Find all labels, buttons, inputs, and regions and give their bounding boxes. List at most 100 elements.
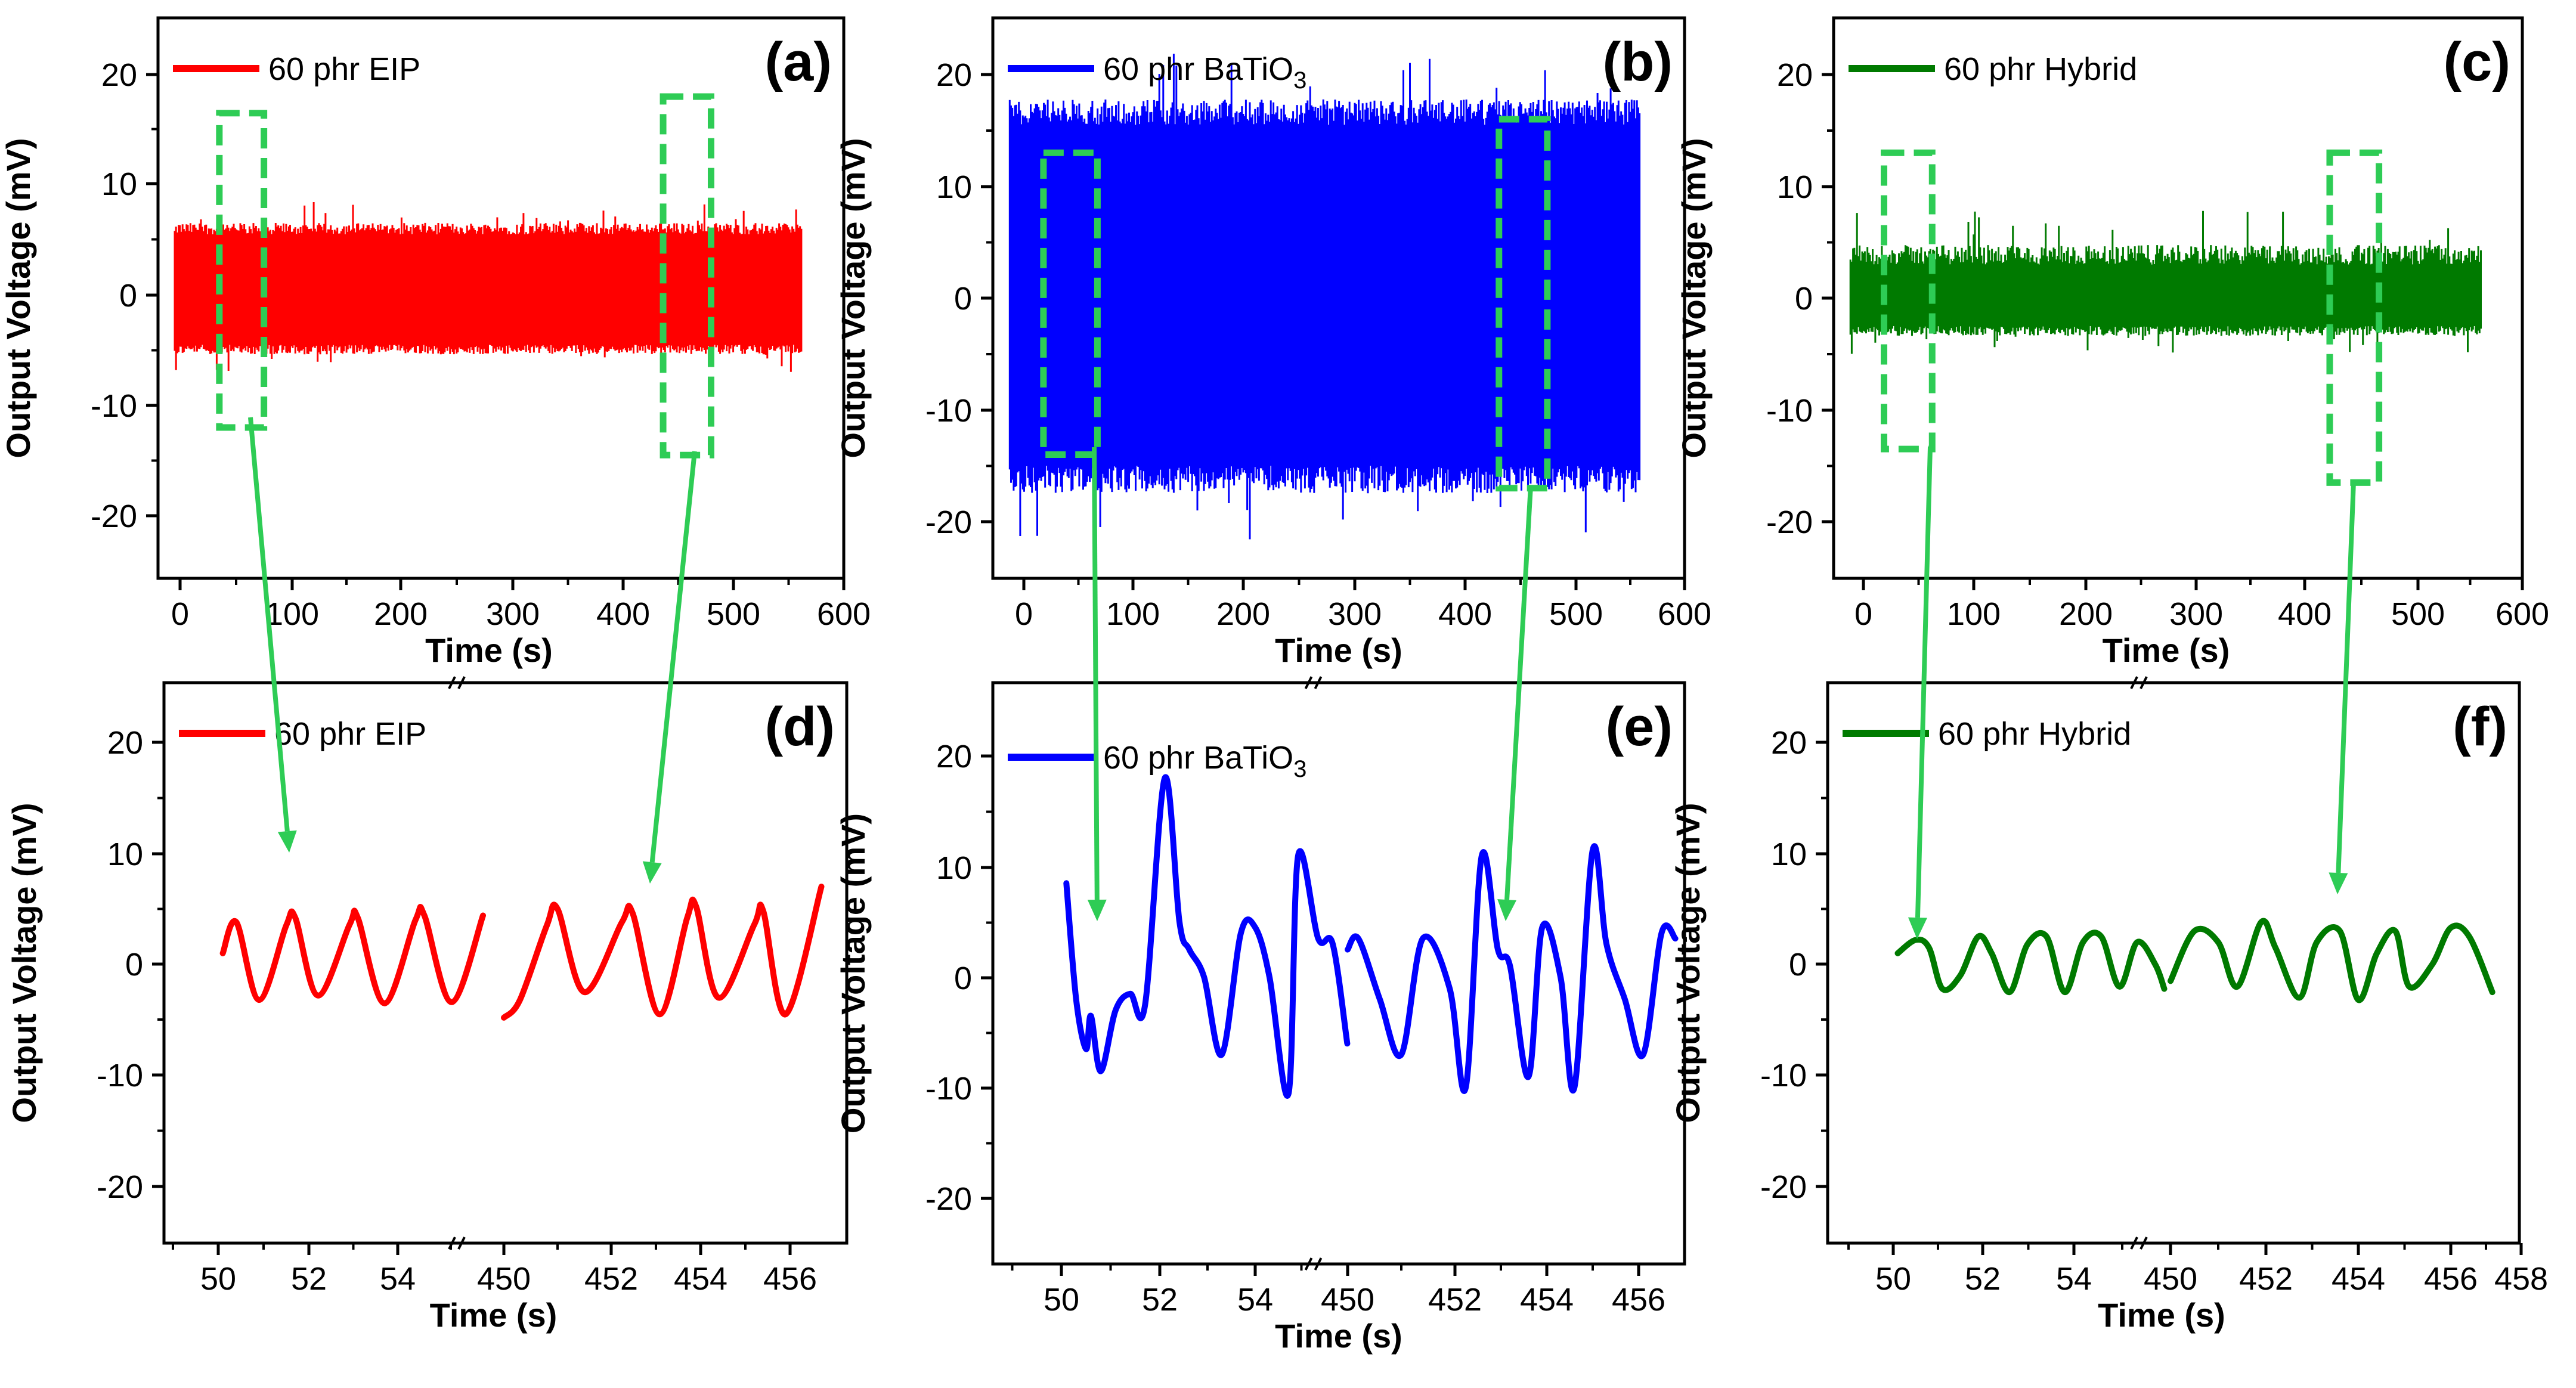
y-tick-label: -20 xyxy=(925,1181,972,1217)
panel-f: 50 52 54 450 452 454 456 458 -20 -10 0 10 20 Time (s)… xyxy=(1669,676,2548,1334)
panel-label: (b) xyxy=(1603,32,1673,92)
x-axis-title: Time (s) xyxy=(1275,631,1402,669)
x-tick-label: 456 xyxy=(763,1261,817,1297)
x-tick-label: 200 xyxy=(2059,596,2113,632)
y-tick-label: 0 xyxy=(954,281,972,317)
y-tick-label: 20 xyxy=(1771,725,1807,761)
y-tick-label: 20 xyxy=(107,725,143,761)
x-tick-label: 454 xyxy=(2332,1261,2385,1297)
y-tick-label: 0 xyxy=(1789,947,1807,983)
x-tick-label: 600 xyxy=(2496,596,2549,632)
connector-arrow-line xyxy=(248,417,290,832)
plot-frame xyxy=(991,681,1686,1266)
x-tick-label: 450 xyxy=(2144,1261,2197,1297)
connector-arrows xyxy=(248,417,2356,939)
x-tick-label: 0 xyxy=(171,596,189,632)
y-tick-label: -20 xyxy=(1760,1169,1807,1205)
x-tick-label: 500 xyxy=(2391,596,2445,632)
x-tick-label: 0 xyxy=(1015,596,1033,632)
connector-arrow-head xyxy=(1908,917,1927,939)
x-tick-label: 456 xyxy=(1612,1282,1665,1318)
x-tick-label: 52 xyxy=(1142,1282,1178,1318)
panel-e: 50 52 54 450 452 454 456 -20 -10 0 10 20 Time (s) Out… xyxy=(834,676,1686,1355)
x-tick-label: 452 xyxy=(584,1261,638,1297)
x-tick-label: 52 xyxy=(291,1261,327,1297)
y-tick-label: -10 xyxy=(91,388,137,424)
panel-a: 0 100 200 300 400 500 600 -20 -10 0 10 20 Time (s) Ou… xyxy=(0,16,871,669)
x-tick-label: 450 xyxy=(477,1261,531,1297)
x-tick-label: 450 xyxy=(1321,1282,1374,1318)
legend-label: 60 phr BaTiO3 xyxy=(1103,51,1306,94)
x-tick-label: 200 xyxy=(1216,596,1270,632)
y-tick-label: 20 xyxy=(1777,57,1813,93)
x-tick-label: 50 xyxy=(1044,1282,1079,1318)
y-tick-label: -10 xyxy=(925,393,972,429)
connector-arrow-head xyxy=(642,861,662,884)
x-tick-label: 100 xyxy=(265,596,319,632)
x-tick-label: 100 xyxy=(1106,596,1160,632)
legend-label: 60 phr EIP xyxy=(274,716,426,752)
highlight-box-1 xyxy=(1881,149,1936,453)
x-tick-label: 300 xyxy=(1328,596,1382,632)
x-tick-label: 54 xyxy=(380,1261,416,1297)
y-tick-label: 20 xyxy=(936,739,972,774)
y-tick-label: -10 xyxy=(97,1058,143,1093)
connector-arrow-head xyxy=(1497,899,1517,921)
x-axis-title: Time (s) xyxy=(2098,1296,2225,1334)
x-axis-title: Time (s) xyxy=(425,631,553,669)
panel-label: (d) xyxy=(765,696,835,757)
y-axis-title: Output Voltage (mV) xyxy=(834,813,872,1133)
connector-arrow-line xyxy=(1092,447,1100,900)
x-tick-label: 454 xyxy=(1520,1282,1574,1318)
y-tick-label: 0 xyxy=(125,947,143,983)
signal-segment-2 xyxy=(501,884,825,1021)
signal-segment-1 xyxy=(1894,930,2168,996)
x-axis-title: Time (s) xyxy=(430,1296,558,1334)
connector-arrow-head xyxy=(1087,899,1107,921)
panel-label: (e) xyxy=(1606,696,1673,757)
legend-label-subscript: 3 xyxy=(1293,67,1306,94)
x-tick-label: 500 xyxy=(1549,596,1603,632)
y-axis-title: Output Voltage (mV) xyxy=(5,803,43,1123)
x-tick-label: 600 xyxy=(817,596,871,632)
y-tick-label: 10 xyxy=(1777,169,1813,205)
connector-arrow-line xyxy=(1504,485,1533,900)
panel-label: (a) xyxy=(765,32,832,92)
legend-label: 60 phr BaTiO3 xyxy=(1103,740,1306,782)
x-tick-label: 50 xyxy=(200,1261,236,1297)
legend-label: 60 phr Hybrid xyxy=(1938,716,2131,752)
signal-segment-2 xyxy=(1345,843,1679,1094)
connector-arrow-line xyxy=(2336,481,2356,873)
x-tick-label: 300 xyxy=(2169,596,2223,632)
legend-label: 60 phr Hybrid xyxy=(1944,51,2137,87)
x-tick-label: 300 xyxy=(486,596,540,632)
y-axis-title: Output Voltage (mV) xyxy=(1675,138,1713,458)
y-tick-label: -20 xyxy=(97,1169,143,1205)
x-tick-label: 400 xyxy=(596,596,650,632)
x-tick-label: 452 xyxy=(1428,1282,1482,1318)
signal-spikes xyxy=(174,202,803,372)
y-tick-label: 10 xyxy=(107,836,143,872)
y-tick-label: -20 xyxy=(91,498,137,534)
x-tick-label: 400 xyxy=(1438,596,1492,632)
x-tick-label: 200 xyxy=(374,596,428,632)
plot-frame xyxy=(162,681,849,1245)
x-tick-label: 600 xyxy=(1658,596,1711,632)
plot-frame xyxy=(156,16,846,580)
y-tick-label: 0 xyxy=(119,278,137,314)
y-tick-label: 10 xyxy=(936,169,972,205)
x-tick-label: 54 xyxy=(1237,1282,1273,1318)
signal-segment-2 xyxy=(2168,918,2496,1003)
connector-arrow-head xyxy=(277,830,297,853)
signal-segment-1 xyxy=(1063,774,1351,1099)
panel-label: (f) xyxy=(2453,696,2507,757)
connector-arrow-head xyxy=(2329,872,2348,894)
y-tick-label: -10 xyxy=(1760,1058,1807,1093)
x-axis-title: Time (s) xyxy=(2103,631,2230,669)
legend-label: 60 phr EIP xyxy=(268,51,420,87)
legend-label-main: 60 phr BaTiO xyxy=(1103,740,1293,776)
x-tick-label: 54 xyxy=(2056,1261,2092,1297)
x-tick-label: 454 xyxy=(674,1261,727,1297)
y-tick-label: 10 xyxy=(1771,836,1807,872)
